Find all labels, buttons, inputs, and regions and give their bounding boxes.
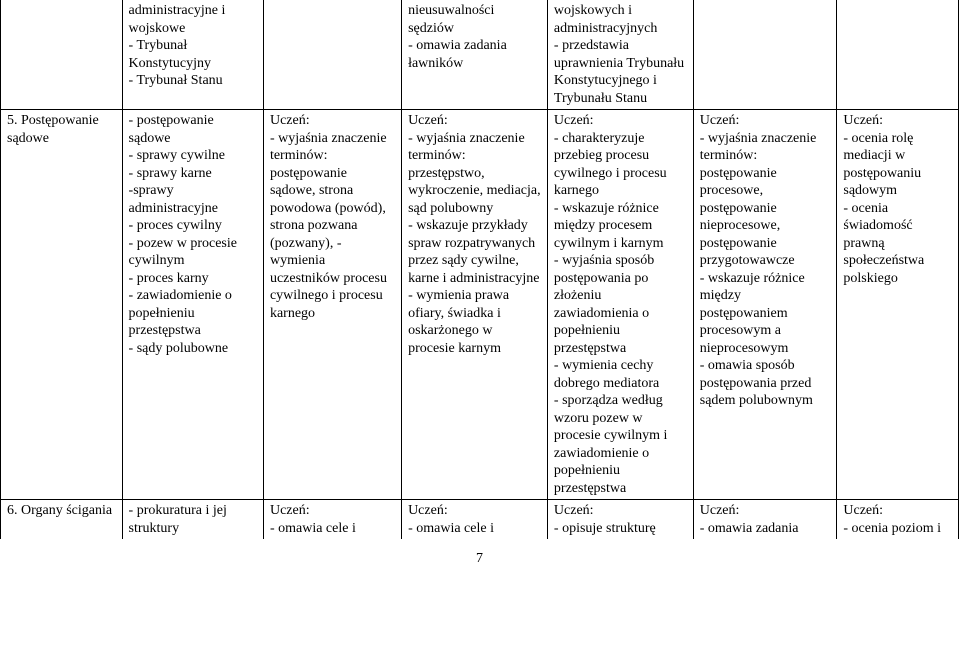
cell: Uczeń:- ocenia rolę mediacji w postępowa… — [837, 110, 959, 500]
cell: - prokuratura i jej struktury — [122, 500, 263, 540]
cell: Uczeń:- charakteryzuje przebieg procesu … — [547, 110, 693, 500]
page-number: 7 — [0, 551, 959, 567]
cell: 5. Postępowanie sądowe — [1, 110, 123, 500]
cell: 6. Organy ścigania — [1, 500, 123, 540]
cell: - postępowanie sądowe- sprawy cywilne- s… — [122, 110, 263, 500]
cell: Uczeń:- wyjaśnia znaczenie terminów: pos… — [263, 110, 401, 500]
cell: Uczeń:- wyjaśnia znaczenie terminów: prz… — [402, 110, 548, 500]
cell: Uczeń:- omawia zadania — [693, 500, 837, 540]
cell — [1, 0, 123, 110]
cell: administracyjne i wojskowe- Trybunał Kon… — [122, 0, 263, 110]
table-row: 5. Postępowanie sądowe - postępowanie są… — [1, 110, 959, 500]
cell: Uczeń:- wyjaśnia znaczenie terminów: pos… — [693, 110, 837, 500]
cell — [837, 0, 959, 110]
table-row: administracyjne i wojskowe- Trybunał Kon… — [1, 0, 959, 110]
cell: Uczeń:- omawia cele i — [263, 500, 401, 540]
table-row: 6. Organy ścigania - prokuratura i jej s… — [1, 500, 959, 540]
cell: Uczeń:- opisuje strukturę — [547, 500, 693, 540]
cell — [693, 0, 837, 110]
cell: nieusuwalności sędziów- omawia zadania ł… — [402, 0, 548, 110]
cell: wojskowych i administracyjnych- przedsta… — [547, 0, 693, 110]
cell — [263, 0, 401, 110]
cell: Uczeń:- ocenia poziom i — [837, 500, 959, 540]
document-table: administracyjne i wojskowe- Trybunał Kon… — [0, 0, 959, 539]
cell: Uczeń:- omawia cele i — [402, 500, 548, 540]
